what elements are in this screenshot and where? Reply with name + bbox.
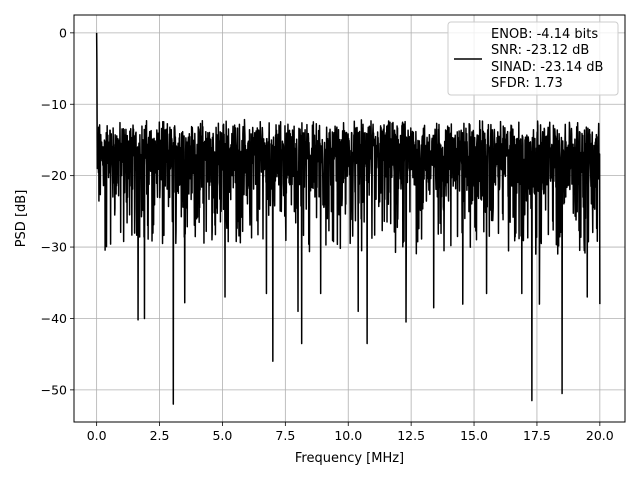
x-axis-label: Frequency [MHz] [295,451,404,466]
legend: ENOB: -4.14 bits SNR: -23.12 dB SINAD: -… [447,21,619,96]
plot-area [95,32,601,405]
y-tick-label: −30 [41,240,67,255]
x-axis: 0.0 2.5 5.0 7.5 10.0 12.5 15.0 17.5 20.0 [87,422,614,443]
x-tick-label: 17.5 [523,428,551,443]
y-axis: 0 −10 −20 −30 −40 −50 [41,25,74,397]
y-tick-label: 0 [59,25,67,40]
legend-box [447,21,619,96]
axes-frame [73,14,626,423]
psd-trace [95,32,601,405]
x-tick-label: 20.0 [586,428,614,443]
legend-entry-snr: SNR: -23.12 dB [491,43,589,58]
y-tick-label: −40 [41,311,67,326]
y-tick-label: −20 [41,168,67,183]
x-tick-label: 0.0 [87,428,107,443]
legend-entry-sfdr: SFDR: 1.73 [491,76,563,91]
x-tick-label: 5.0 [212,428,232,443]
x-tick-label: 15.0 [460,428,488,443]
x-tick-label: 2.5 [150,428,170,443]
y-tick-label: −50 [41,382,67,397]
y-tick-label: −10 [41,97,67,112]
legend-entry-enob: ENOB: -4.14 bits [491,27,598,42]
legend-entry-sinad: SINAD: -23.14 dB [491,60,603,75]
x-tick-label: 7.5 [275,428,295,443]
y-axis-label: PSD [dB] [14,190,29,248]
x-tick-label: 12.5 [397,428,425,443]
x-tick-label: 10.0 [334,428,362,443]
